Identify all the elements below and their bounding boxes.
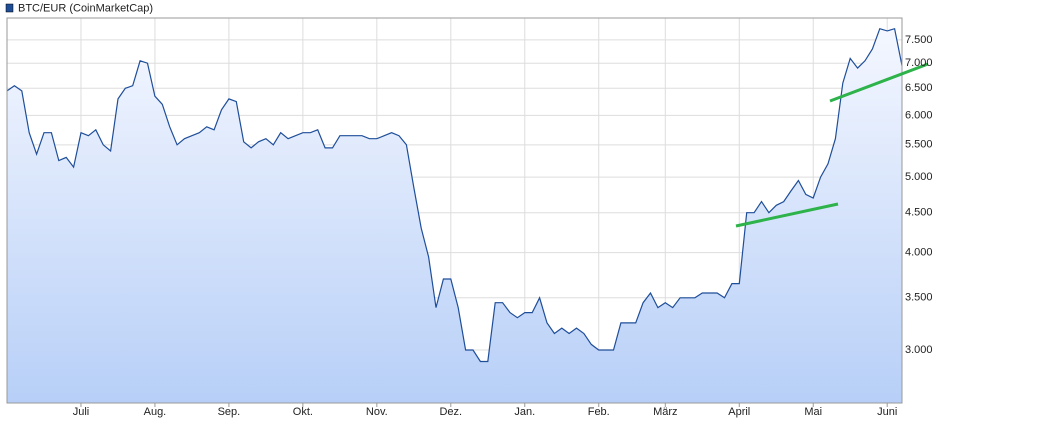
y-tick-label: 7.000: [905, 57, 933, 69]
y-tick-label: 4.000: [905, 247, 933, 259]
x-tick-label: Okt.: [293, 406, 313, 418]
trend-line: [829, 62, 929, 103]
x-tick-label: Jan.: [514, 406, 535, 418]
x-tick-label: Mai: [804, 406, 822, 418]
x-tick-label: Dez.: [439, 406, 462, 418]
legend-label: BTC/EUR (CoinMarketCap): [18, 2, 153, 14]
y-tick-label: 5.000: [905, 171, 933, 183]
x-tick-label: Nov.: [366, 406, 388, 418]
plot-frame: [6, 17, 903, 404]
y-tick-label: 3.500: [905, 292, 933, 304]
legend-swatch: [5, 3, 14, 13]
y-tick-label: 5.500: [905, 139, 933, 151]
y-tick-label: 6.000: [905, 109, 933, 121]
x-tick-label: Aug.: [144, 406, 167, 418]
x-tick-label: Juli: [73, 406, 90, 418]
y-tick-label: 6.500: [905, 82, 933, 94]
x-tick-label: Feb.: [588, 406, 610, 418]
trend-line: [735, 202, 839, 228]
y-tick-label: 3.000: [905, 344, 933, 356]
x-tick-label: April: [728, 406, 750, 418]
x-tick-label: März: [653, 406, 677, 418]
x-tick-label: Juni: [877, 406, 897, 418]
line: [6, 27, 903, 363]
y-tick-label: 4.500: [905, 207, 933, 219]
x-tick-label: Sep.: [218, 406, 241, 418]
area: [7, 28, 902, 403]
y-tick-label: 7.500: [905, 34, 933, 46]
